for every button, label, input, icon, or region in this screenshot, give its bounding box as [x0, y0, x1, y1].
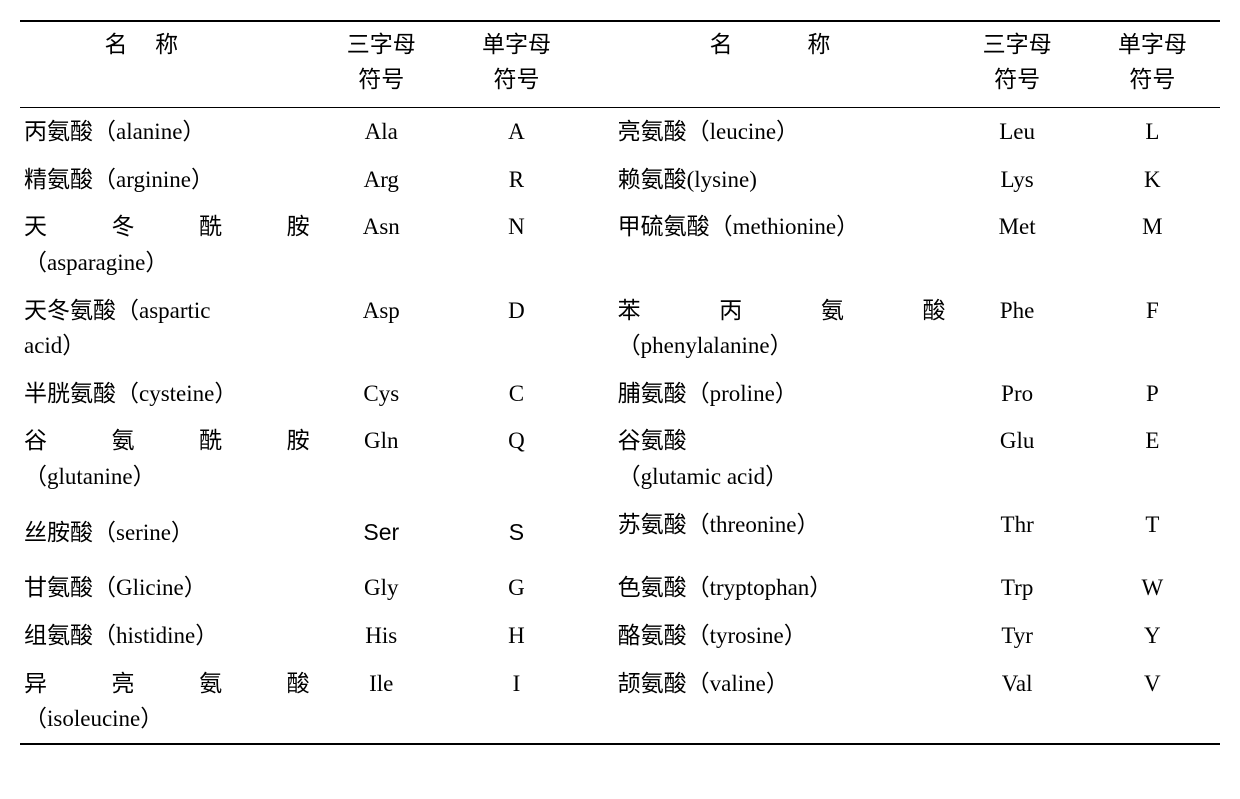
cell-one-right: T: [1085, 501, 1220, 565]
table-header: 名称 三字母符号 单字母符号 名 称 三字母符号 单字母符号: [20, 21, 1220, 108]
cell-one-left: N: [449, 203, 584, 286]
cell-one-left: Q: [449, 417, 584, 500]
cell-three-right: Thr: [950, 501, 1085, 565]
cell-name-left: 丙氨酸（alanine）: [20, 108, 314, 156]
cell-name-left: 谷氨酰胺 （glutanine）: [20, 417, 314, 500]
cell-one-left: R: [449, 156, 584, 204]
header-three-right: 三字母符号: [950, 21, 1085, 108]
cell-three-right: Pro: [950, 370, 1085, 418]
cell-name-right: 颉氨酸（valine）: [614, 660, 950, 744]
cell-three-left: His: [314, 612, 449, 660]
cell-three-left: Gly: [314, 564, 449, 612]
cell-three-left: Ile: [314, 660, 449, 744]
table-row: 天冬氨酸（aspartic acid） Asp D 苯丙氨酸 （phenylal…: [20, 287, 1220, 370]
cell-name-left: 异亮氨酸 （isoleucine）: [20, 660, 314, 744]
cell-name-left: 甘氨酸（Glicine）: [20, 564, 314, 612]
header-name-left: 名称: [20, 21, 314, 108]
cell-three-right: Glu: [950, 417, 1085, 500]
cell-name-right: 苏氨酸（threonine）: [614, 501, 950, 565]
header-name-right: 名 称: [614, 21, 950, 108]
table-row: 半胱氨酸（cysteine） Cys C 脯氨酸（proline） Pro P: [20, 370, 1220, 418]
cell-name-right: 色氨酸（tryptophan）: [614, 564, 950, 612]
cell-three-right: Val: [950, 660, 1085, 744]
cell-one-right: E: [1085, 417, 1220, 500]
cell-three-right: Phe: [950, 287, 1085, 370]
header-gap: [584, 21, 614, 108]
cell-three-left: Ser: [314, 501, 449, 565]
cell-one-right: F: [1085, 287, 1220, 370]
cell-name-left: 天冬酰胺 （asparagine）: [20, 203, 314, 286]
cell-one-right: W: [1085, 564, 1220, 612]
cell-name-right: 赖氨酸(lysine): [614, 156, 950, 204]
cell-three-left: Asn: [314, 203, 449, 286]
cell-one-right: M: [1085, 203, 1220, 286]
cell-one-left: G: [449, 564, 584, 612]
cell-one-right: L: [1085, 108, 1220, 156]
cell-three-left: Cys: [314, 370, 449, 418]
table-body: 丙氨酸（alanine） Ala A 亮氨酸（leucine） Leu L 精氨…: [20, 108, 1220, 744]
table-row: 甘氨酸（Glicine） Gly G 色氨酸（tryptophan） Trp W: [20, 564, 1220, 612]
cell-one-left: I: [449, 660, 584, 744]
cell-name-right: 脯氨酸（proline）: [614, 370, 950, 418]
cell-one-left: D: [449, 287, 584, 370]
cell-three-right: Lys: [950, 156, 1085, 204]
cell-three-left: Asp: [314, 287, 449, 370]
cell-name-right: 酪氨酸（tyrosine）: [614, 612, 950, 660]
cell-three-left: Ala: [314, 108, 449, 156]
table-row: 丙氨酸（alanine） Ala A 亮氨酸（leucine） Leu L: [20, 108, 1220, 156]
cell-name-right: 甲硫氨酸（methionine）: [614, 203, 950, 286]
cell-name-left: 组氨酸（histidine）: [20, 612, 314, 660]
cell-three-left: Gln: [314, 417, 449, 500]
cell-three-right: Met: [950, 203, 1085, 286]
cell-one-right: V: [1085, 660, 1220, 744]
cell-one-right: P: [1085, 370, 1220, 418]
cell-three-right: Tyr: [950, 612, 1085, 660]
cell-name-right: 亮氨酸（leucine）: [614, 108, 950, 156]
cell-one-left: S: [449, 501, 584, 565]
table-row: 异亮氨酸 （isoleucine） Ile I 颉氨酸（valine） Val …: [20, 660, 1220, 744]
cell-one-left: H: [449, 612, 584, 660]
cell-name-left: 丝胺酸（serine）: [20, 501, 314, 565]
cell-name-left: 天冬氨酸（aspartic acid）: [20, 287, 314, 370]
header-three-left: 三字母符号: [314, 21, 449, 108]
cell-one-left: C: [449, 370, 584, 418]
cell-name-left: 半胱氨酸（cysteine）: [20, 370, 314, 418]
header-one-right: 单字母符号: [1085, 21, 1220, 108]
table-row: 精氨酸（arginine） Arg R 赖氨酸(lysine) Lys K: [20, 156, 1220, 204]
cell-three-left: Arg: [314, 156, 449, 204]
table-row: 谷氨酰胺 （glutanine） Gln Q 谷氨酸 （glutamic aci…: [20, 417, 1220, 500]
cell-name-left: 精氨酸（arginine）: [20, 156, 314, 204]
table-row: 天冬酰胺 （asparagine） Asn N 甲硫氨酸（methionine）…: [20, 203, 1220, 286]
table-row: 组氨酸（histidine） His H 酪氨酸（tyrosine） Tyr Y: [20, 612, 1220, 660]
cell-three-right: Trp: [950, 564, 1085, 612]
table-row: 丝胺酸（serine） Ser S 苏氨酸（threonine） Thr T: [20, 501, 1220, 565]
amino-acid-table: 名称 三字母符号 单字母符号 名 称 三字母符号 单字母符号 丙氨酸（alani…: [20, 20, 1220, 745]
cell-one-right: Y: [1085, 612, 1220, 660]
cell-three-right: Leu: [950, 108, 1085, 156]
cell-name-right: 苯丙氨酸 （phenylalanine）: [614, 287, 950, 370]
cell-one-right: K: [1085, 156, 1220, 204]
header-one-left: 单字母符号: [449, 21, 584, 108]
cell-one-left: A: [449, 108, 584, 156]
cell-name-right: 谷氨酸 （glutamic acid）: [614, 417, 950, 500]
